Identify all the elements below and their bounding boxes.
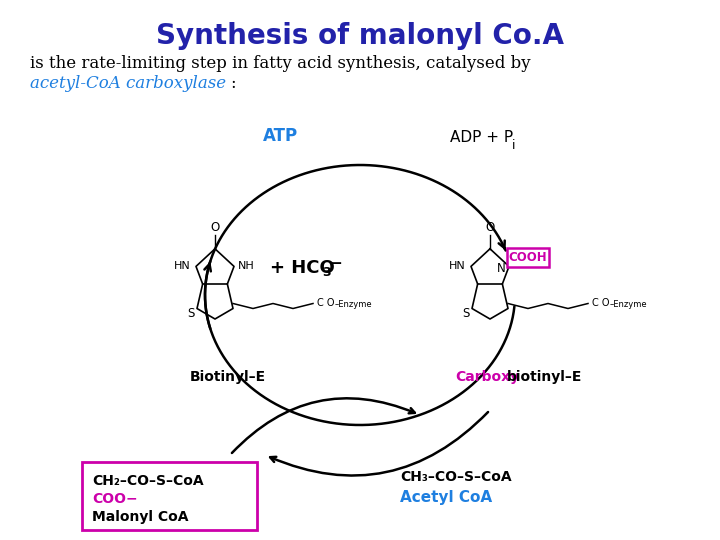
Text: ATP: ATP — [262, 127, 297, 145]
Bar — [507, 248, 549, 267]
Text: i: i — [512, 139, 516, 152]
Text: NH: NH — [238, 261, 255, 272]
Text: CH₂–CO–S–CoA: CH₂–CO–S–CoA — [92, 474, 204, 488]
Text: Carboxy: Carboxy — [455, 370, 519, 384]
Text: Biotinyl–E: Biotinyl–E — [190, 370, 266, 384]
Text: HN: HN — [449, 261, 466, 272]
Text: O: O — [485, 221, 495, 234]
Text: :: : — [230, 75, 235, 92]
Text: COOH: COOH — [509, 251, 547, 264]
Text: HN: HN — [174, 261, 191, 272]
Text: + HCO: + HCO — [270, 259, 335, 277]
Text: COO−: COO− — [92, 492, 138, 506]
Text: is the rate-limiting step in fatty acid synthesis, catalysed by: is the rate-limiting step in fatty acid … — [30, 55, 531, 72]
Text: –Enzyme: –Enzyme — [335, 300, 373, 309]
Text: S: S — [463, 307, 470, 320]
Text: S: S — [188, 307, 195, 320]
Text: C O: C O — [592, 299, 610, 308]
Text: −: − — [329, 255, 342, 271]
Text: ADP + P: ADP + P — [450, 130, 513, 145]
Text: N: N — [498, 262, 506, 275]
Text: 3: 3 — [322, 266, 330, 279]
Text: CH₃–CO–S–CoA: CH₃–CO–S–CoA — [400, 470, 512, 484]
Text: biotinyl–E: biotinyl–E — [507, 370, 582, 384]
Text: acetyl-CoA carboxylase: acetyl-CoA carboxylase — [30, 75, 226, 92]
Text: C O: C O — [317, 299, 335, 308]
Text: O: O — [210, 221, 220, 234]
Text: Malonyl CoA: Malonyl CoA — [92, 510, 189, 524]
Bar — [82, 462, 257, 530]
Text: –Enzyme: –Enzyme — [610, 300, 647, 309]
Text: Synthesis of malonyl Co.A: Synthesis of malonyl Co.A — [156, 22, 564, 50]
Text: Acetyl CoA: Acetyl CoA — [400, 490, 492, 505]
